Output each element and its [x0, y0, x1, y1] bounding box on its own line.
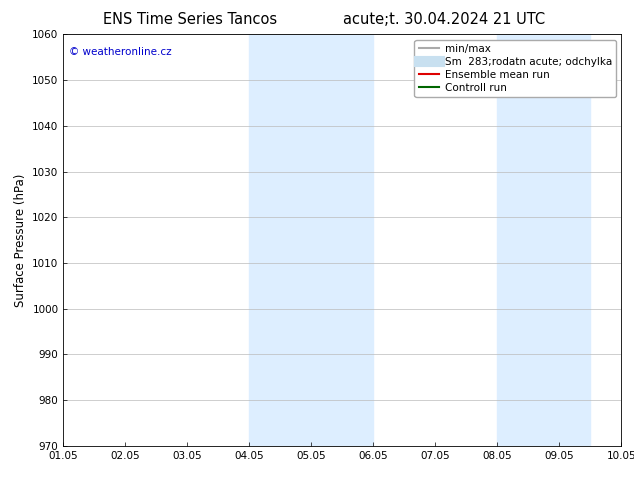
Text: © weatheronline.cz: © weatheronline.cz [69, 47, 172, 57]
Text: acute;t. 30.04.2024 21 UTC: acute;t. 30.04.2024 21 UTC [343, 12, 545, 27]
Bar [249, 34, 373, 446]
Text: ENS Time Series Tancos: ENS Time Series Tancos [103, 12, 277, 27]
Legend: min/max, Sm  283;rodatn acute; odchylka, Ensemble mean run, Controll run: min/max, Sm 283;rodatn acute; odchylka, … [415, 40, 616, 97]
Y-axis label: Surface Pressure (hPa): Surface Pressure (hPa) [14, 173, 27, 307]
Bar [497, 34, 590, 446]
